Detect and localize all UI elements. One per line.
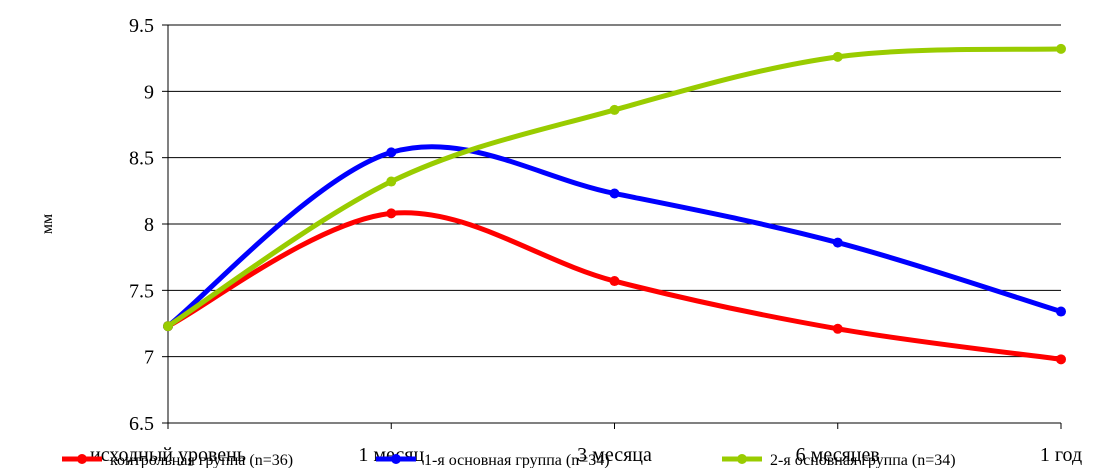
legend-item: 1-я основная группа (n=34)	[376, 452, 610, 468]
legend-label: 2-я основная группа (n=34)	[770, 452, 956, 468]
x-tick-label: 6 месяцев	[796, 444, 880, 466]
data-point	[832, 323, 843, 334]
y-tick-label: 8.5	[129, 148, 154, 170]
y-axis-label: мм	[39, 214, 56, 234]
legend-label: 1-я основная группа (n=34)	[424, 452, 610, 468]
data-point	[163, 321, 173, 332]
x-tick-labels: исходный уровень 1 месяц 3 месяца 6 месяцев…	[90, 444, 1082, 466]
y-tick-labels: 6.5 7 7.5 8 8.5 9 9.5	[129, 15, 154, 435]
data-point	[609, 104, 620, 115]
y-tick-label: 7	[144, 347, 154, 369]
y-tick-label: 6.5	[129, 413, 154, 435]
y-tick-label: 8	[144, 214, 154, 236]
data-point	[832, 51, 843, 62]
series-group	[163, 43, 1066, 365]
gridlines	[162, 24, 1061, 424]
x-tick-label: исходный уровень	[90, 444, 246, 466]
x-tick-label: 1 год	[1040, 444, 1082, 466]
data-point	[386, 147, 397, 158]
y-tick-label: 7.5	[129, 280, 154, 302]
legend-item: 2-я основная группа (n=34)	[722, 452, 956, 468]
series-1	[163, 208, 1066, 365]
legend-marker	[391, 454, 401, 464]
axes	[167, 25, 1062, 429]
legend-marker	[737, 454, 747, 464]
y-tick-label: 9	[144, 81, 154, 103]
series-3	[163, 43, 1066, 332]
legend-label: контрольная группа (n=36)	[110, 452, 293, 468]
data-point	[1056, 43, 1066, 54]
data-point	[1056, 354, 1066, 365]
data-point	[832, 237, 843, 248]
legend-item: контрольная группа (n=36)	[62, 452, 293, 468]
x-tick-label: 3 месяца	[577, 444, 652, 466]
x-tick-label: 1 месяц	[358, 444, 424, 466]
y-tick-label: 9.5	[129, 15, 154, 37]
legend: контрольная группа (n=36) 1-я основная гр…	[62, 452, 956, 468]
data-point	[609, 276, 620, 287]
legend-marker	[77, 454, 87, 464]
data-point	[386, 208, 397, 219]
data-point	[609, 188, 620, 199]
data-point	[1056, 306, 1066, 317]
data-point	[386, 176, 397, 187]
